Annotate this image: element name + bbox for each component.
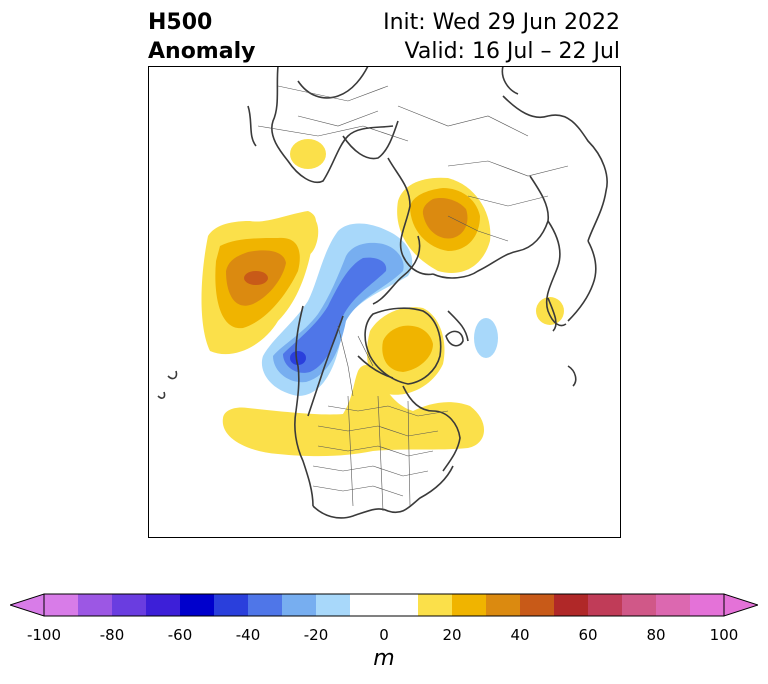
colorbar (10, 593, 758, 617)
colorbar-segment (248, 594, 283, 616)
colorbar-segment (180, 594, 215, 616)
colorbar-segment (316, 594, 351, 616)
anomaly-map (148, 66, 621, 538)
colorbar-tick-label: 80 (646, 626, 666, 644)
title-init: Init: Wed 29 Jun 2022 (383, 10, 620, 35)
anomaly-east-asia (536, 297, 564, 325)
colorbar-segment (350, 594, 385, 616)
colorbar-tick-label: -20 (303, 626, 329, 644)
colorbar-tick-label: -100 (26, 626, 62, 644)
colorbar-tick-label: -40 (235, 626, 261, 644)
anomaly-north-africa (290, 139, 326, 169)
title-type: Anomaly (148, 39, 256, 64)
colorbar-under-extend (10, 593, 45, 617)
anomaly-east-arctic-neg (474, 318, 498, 358)
colorbar-segment (554, 594, 589, 616)
anomaly-greenland-30 (382, 325, 433, 372)
colorbar-tick-label: 60 (578, 626, 598, 644)
anomaly-trough-40 (290, 351, 306, 365)
colorbar-segment (486, 594, 521, 616)
colorbar-tick-label: 20 (442, 626, 462, 644)
colorbar-over-extend (723, 593, 758, 617)
colorbar-segment (44, 594, 79, 616)
colorbar-segment (112, 594, 147, 616)
colorbar-segment (384, 594, 419, 616)
colorbar-segment (520, 594, 555, 616)
anomaly-ne-pacific-extend (298, 214, 319, 258)
colorbar-segment (588, 594, 623, 616)
colorbar-tick-label: 100 (709, 626, 739, 644)
colorbar-segment (78, 594, 113, 616)
anomaly-na-band (222, 364, 485, 457)
colorbar-unit: m (373, 646, 395, 671)
anomaly-russia-40 (422, 198, 468, 239)
colorbar-tick-label: 0 (379, 626, 389, 644)
chart-title-left: H500 Anomaly (148, 8, 255, 66)
colorbar-segment (656, 594, 691, 616)
anomaly-trough-30 (283, 257, 387, 373)
colorbar-segment (452, 594, 487, 616)
anomaly-ne-pacific-50 (244, 271, 268, 285)
colorbar-segment (214, 594, 249, 616)
title-valid: Valid: 16 Jul – 22 Jul (404, 39, 620, 64)
colorbar-tick-label: -80 (99, 626, 125, 644)
chart-title-right: Init: Wed 29 Jun 2022 Valid: 16 Jul – 22… (383, 8, 620, 66)
colorbar-segment (282, 594, 317, 616)
title-variable: H500 (148, 10, 213, 35)
colorbar-frame (43, 593, 725, 617)
colorbar-segment (418, 594, 453, 616)
colorbar-tick-label: 40 (510, 626, 530, 644)
colorbar-segment (622, 594, 657, 616)
colorbar-tick-label: -60 (167, 626, 193, 644)
colorbar-segment (690, 594, 725, 616)
colorbar-segment (146, 594, 181, 616)
